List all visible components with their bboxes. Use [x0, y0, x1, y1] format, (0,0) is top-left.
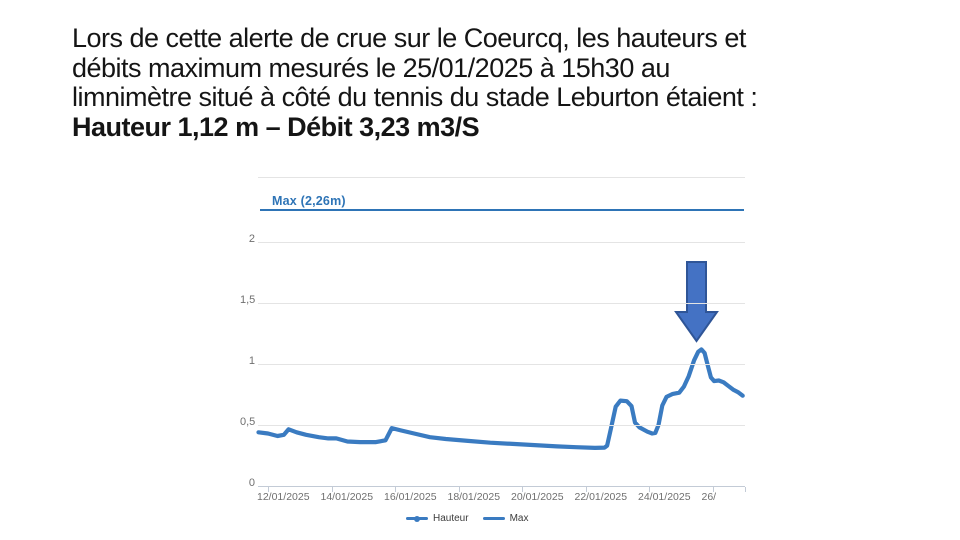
chart: Max (2,26m) Hauteur Max 2 1,5 1 0,5 0 12/01/20…	[240, 175, 752, 535]
max-reference-line	[260, 209, 744, 212]
y-axis-tick-label: 1,5	[240, 294, 256, 306]
x-axis-tick-label: 12/01/2025	[257, 491, 310, 503]
down-arrow-icon	[674, 261, 719, 343]
chart-canvas	[256, 261, 745, 450]
x-axis-tick	[522, 487, 523, 492]
y-axis-tick-label: 0,5	[240, 416, 256, 428]
legend-item-max: Max	[482, 513, 529, 524]
x-axis-tick	[649, 487, 650, 492]
x-axis-tick-label: 14/01/2025	[320, 491, 374, 503]
plot-top-border	[258, 177, 745, 178]
intro-text-line: limnimètre situé à côté du tennis du sta…	[72, 82, 758, 112]
x-axis-tick	[395, 487, 396, 492]
x-axis-tick	[745, 487, 746, 492]
x-axis-tick-label: 20/01/2025	[511, 491, 564, 503]
x-axis-tick	[458, 487, 460, 492]
legend-line	[482, 517, 505, 520]
x-axis-tick-label: 26/	[701, 491, 717, 503]
y-axis-tick-label: 0	[248, 477, 255, 489]
gridline	[258, 303, 745, 304]
intro-highlight-line: Hauteur 1,12 m – Débit 3,23 m3/S	[72, 111, 480, 142]
line-dot-marker-icon	[406, 515, 428, 522]
legend-label: Hauteur	[433, 513, 469, 524]
gridline	[258, 364, 745, 365]
x-axis-tick	[331, 487, 333, 492]
max-annotation-label: Max (2,26m)	[272, 194, 346, 208]
legend-dot	[414, 515, 420, 522]
hauteur-series-line	[256, 347, 745, 450]
chart-legend: Hauteur Max	[406, 513, 528, 524]
x-axis-line	[258, 486, 745, 487]
intro-text-line: Lors de cette alerte de crue sur le Coeu…	[72, 23, 746, 53]
legend-item-hauteur: Hauteur	[406, 513, 469, 524]
legend-label: Max	[509, 513, 529, 524]
intro-text-line: débits maximum mesurés le 25/01/2025 à 1…	[72, 52, 670, 83]
x-axis-tick-label: 22/01/2025	[574, 491, 628, 503]
gridline	[258, 425, 745, 426]
gridline	[258, 242, 745, 243]
y-axis-tick-label: 2	[248, 233, 255, 245]
x-axis-tick	[712, 487, 714, 492]
x-axis-tick	[268, 487, 269, 492]
intro-text: Lors de cette alerte de crue sur le Coeu…	[72, 23, 932, 142]
x-axis-tick-label: 18/01/2025	[447, 491, 501, 503]
y-axis-tick-label: 1	[248, 355, 255, 367]
x-axis-tick-label: 24/01/2025	[638, 491, 691, 503]
x-axis-tick	[585, 487, 587, 492]
x-axis-tick-label: 16/01/2025	[384, 491, 437, 503]
line-marker-icon	[482, 515, 505, 522]
